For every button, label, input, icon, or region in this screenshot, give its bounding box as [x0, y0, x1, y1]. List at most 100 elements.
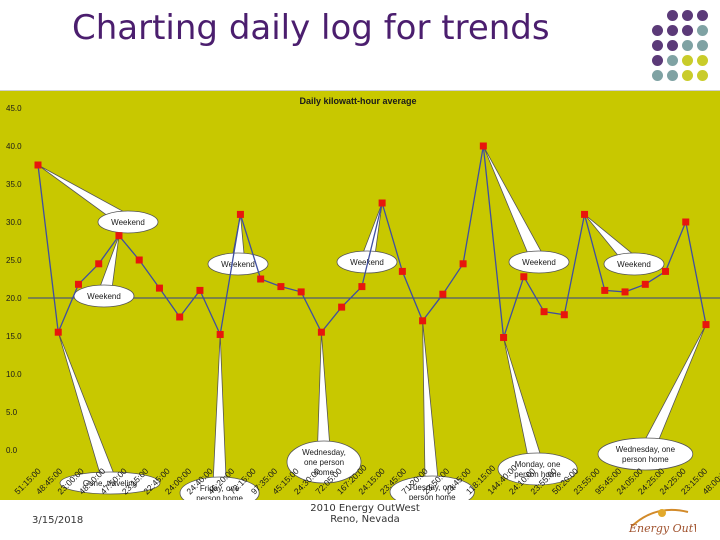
data-point — [155, 284, 163, 292]
decorative-dot — [667, 55, 678, 66]
data-point — [338, 303, 346, 311]
decorative-dot — [682, 70, 693, 81]
series-line — [37, 145, 707, 338]
y-tick-label: 20.0 — [6, 294, 22, 303]
y-tick-label: 15.0 — [6, 332, 22, 341]
data-point — [398, 267, 406, 275]
y-tick-label: 40.0 — [6, 142, 22, 151]
decorative-dot — [697, 70, 708, 81]
slide-title: Charting daily log for trends — [72, 8, 550, 48]
callout-fill — [209, 254, 267, 274]
data-point — [34, 161, 42, 169]
callout-text: person home — [196, 494, 243, 500]
y-tick-label: 35.0 — [6, 180, 22, 189]
footer-organization: 2010 Energy OutWest Reno, Nevada — [300, 503, 430, 525]
callout-fill — [510, 252, 568, 272]
title-divider — [0, 90, 720, 91]
data-point — [54, 328, 62, 336]
callout-bubble: Weekend — [207, 214, 269, 276]
data-point — [682, 218, 690, 226]
callout-bubble: Weekend — [584, 214, 665, 276]
decorative-dot — [652, 70, 663, 81]
decorative-dot — [667, 25, 678, 36]
decorative-dot — [682, 25, 693, 36]
callout-bubble: Weekend — [37, 164, 159, 234]
y-tick-label: 0.0 — [6, 446, 18, 455]
decorative-dot — [682, 10, 693, 21]
decorative-dot-grid — [652, 10, 720, 90]
callout-text: person home — [622, 455, 669, 464]
logo-sun — [658, 509, 666, 517]
data-point — [317, 328, 325, 336]
data-point — [641, 280, 649, 288]
data-point — [74, 280, 82, 288]
data-point — [601, 286, 609, 294]
data-point — [459, 260, 467, 268]
callout-text: one person — [304, 458, 344, 467]
callout-fill — [391, 477, 474, 500]
callout-fill — [605, 254, 663, 274]
logo-swoosh — [631, 508, 689, 527]
data-point — [621, 288, 629, 296]
data-point — [358, 283, 366, 291]
callout-fill — [61, 473, 159, 493]
callout-text: Weekend — [111, 218, 145, 227]
decorative-dot — [667, 10, 678, 21]
data-point — [419, 317, 427, 325]
decorative-dot — [682, 55, 693, 66]
callout-bubble: Weekend — [482, 145, 570, 274]
callout-text: Weekend — [350, 258, 384, 267]
decorative-dot — [652, 55, 663, 66]
callout-text: Monday, one — [515, 460, 561, 469]
y-tick-label: 30.0 — [6, 218, 22, 227]
callout-text: Weekend — [522, 258, 556, 267]
data-point — [115, 232, 123, 240]
callout-fill — [181, 478, 259, 500]
callout-fill — [288, 442, 360, 482]
callout-fill — [498, 454, 577, 484]
data-point — [581, 210, 589, 218]
data-point — [662, 267, 670, 275]
footer-date: 3/15/2018 — [32, 515, 84, 526]
data-point — [257, 275, 265, 283]
data-point — [176, 313, 184, 321]
decorative-dot — [697, 25, 708, 36]
callout-text: Wednesday, one — [616, 445, 676, 454]
data-point — [500, 334, 508, 342]
callout-text: Wednesday, — [302, 448, 346, 457]
logo-text: Energy OutWest — [628, 522, 696, 535]
callout-text: Weekend — [87, 292, 121, 301]
data-point — [560, 311, 568, 319]
data-point — [277, 283, 285, 291]
data-point — [297, 288, 305, 296]
callout-fill — [599, 439, 692, 469]
footer-org-location: Reno, Nevada — [330, 514, 400, 525]
decorative-dot — [697, 55, 708, 66]
data-point — [520, 273, 528, 281]
callout-text: Weekend — [221, 260, 255, 269]
data-point — [540, 308, 548, 316]
callout-text: Weekend — [617, 260, 651, 269]
y-tick-label: 10.0 — [6, 370, 22, 379]
data-point — [196, 286, 204, 294]
callout-text: Gone, traveling — [83, 479, 137, 488]
y-tick-label: 45.0 — [6, 104, 22, 113]
y-tick-label: 25.0 — [6, 256, 22, 265]
callout-fill — [99, 212, 157, 232]
callout-text: Tuesday, one — [408, 483, 456, 492]
y-tick-label: 5.0 — [6, 408, 18, 417]
callout-fill — [338, 252, 396, 272]
callout-text: person home — [514, 470, 561, 479]
callout-text: home — [314, 468, 335, 477]
callout-bubble: Weekend — [73, 235, 135, 308]
data-point — [95, 260, 103, 268]
data-point — [216, 330, 224, 338]
data-point — [236, 210, 244, 218]
daily-kwh-line-chart: Daily kilowatt-hour average 0.0 5.0 10.0 15… — [0, 91, 720, 500]
data-point — [135, 256, 143, 264]
